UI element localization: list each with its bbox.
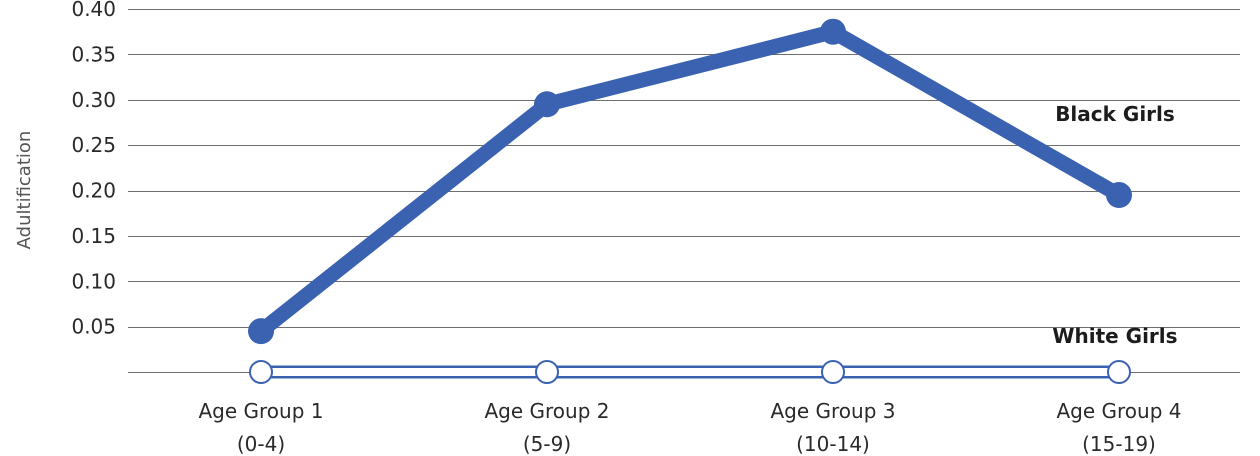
y-axis-ticks: 0.05 0.10 0.15 0.20 0.25 0.30 0.35 0.40: [71, 0, 116, 339]
y-tick-label: 0.15: [71, 224, 116, 248]
y-tick-label: 0.30: [71, 88, 116, 112]
data-point: [249, 360, 273, 384]
series-label: White Girls: [1052, 324, 1177, 348]
x-tick-label-line: Age Group 4: [1056, 399, 1181, 423]
y-tick-label: 0.40: [71, 0, 116, 21]
x-axis-ticks: Age Group 1(0-4)Age Group 2(5-9)Age Grou…: [198, 399, 1181, 456]
x-tick-label-line: Age Group 3: [770, 399, 895, 423]
x-tick-label: Age Group 4 (15-19): [1056, 399, 1181, 456]
y-tick-label: 0.05: [71, 315, 116, 339]
data-point: [248, 318, 274, 345]
y-tick-label: 0.35: [71, 42, 116, 66]
series-black-girls: [248, 18, 1132, 345]
series-white-girls: [249, 360, 1131, 384]
series-labels: Black Girls White Girls: [1052, 102, 1177, 348]
y-tick-label: 0.25: [71, 133, 116, 157]
data-point: [821, 360, 845, 384]
series-line: [253, 24, 1127, 339]
y-axis-title: Adultification: [14, 131, 35, 250]
x-tick-label: Age Group 2 (5-9): [484, 399, 609, 456]
x-tick-label-line: (15-19): [1082, 432, 1156, 456]
data-point: [1106, 182, 1132, 209]
data-point: [1107, 360, 1131, 384]
x-tick-label: Age Group 3 (10-14): [770, 399, 895, 456]
y-tick-label: 0.10: [71, 269, 116, 293]
x-tick-label-line: Age Group 1: [198, 399, 323, 423]
series-label: Black Girls: [1055, 102, 1175, 126]
series: [248, 18, 1132, 384]
y-tick-label: 0.20: [71, 179, 116, 203]
x-tick-label-line: (5-9): [523, 432, 571, 456]
data-point: [820, 18, 846, 45]
data-point: [534, 91, 560, 118]
x-tick-label-line: (10-14): [796, 432, 870, 456]
x-tick-label: Age Group 1 (0-4): [198, 399, 323, 456]
data-point: [535, 360, 559, 384]
x-tick-label-line: (0-4): [237, 432, 285, 456]
x-tick-label-line: Age Group 2: [484, 399, 609, 423]
